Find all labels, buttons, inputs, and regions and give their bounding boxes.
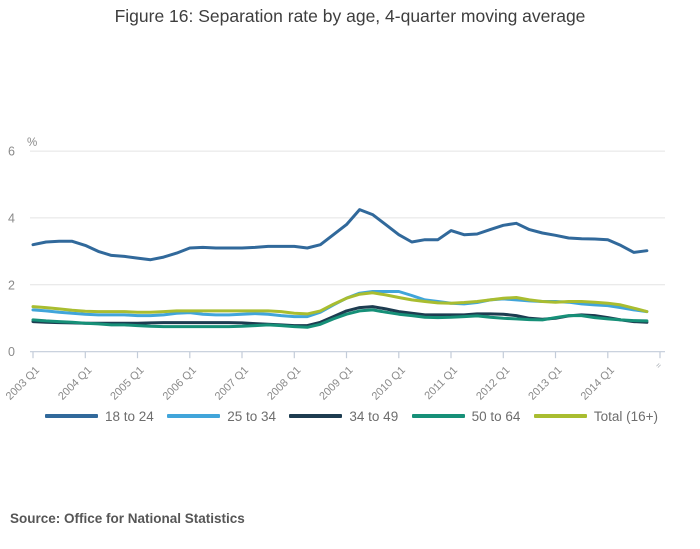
- legend-swatch-25-to-34: [167, 414, 221, 418]
- legend-label: 25 to 34: [227, 408, 276, 424]
- y-tick-label: 6: [8, 145, 15, 159]
- x-tick-label: 2013 Q1: [526, 364, 564, 402]
- y-tick-label: 2: [8, 278, 15, 292]
- chart-title: Figure 16: Separation rate by age, 4-qua…: [114, 6, 586, 26]
- legend-label: Total (16+): [593, 408, 658, 424]
- x-tick-label: 2006 Q1: [161, 364, 199, 402]
- x-axis-end-marker: =: [654, 361, 664, 371]
- y-tick-label: 0: [8, 345, 15, 359]
- legend-swatch-34-to-49: [289, 414, 343, 418]
- legend-label: 18 to 24: [105, 408, 154, 424]
- series-line-18-to-24: [31, 208, 649, 262]
- y-axis-unit-label: %: [27, 137, 37, 149]
- legend-item-total-16[interactable]: Total (16+): [533, 408, 658, 424]
- x-tick-label: 2004 Q1: [56, 364, 94, 402]
- source-note: Source: Office for National Statistics: [10, 511, 245, 526]
- legend-item-34-to-49[interactable]: 34 to 49: [289, 409, 398, 424]
- x-tick-label: 2007 Q1: [213, 364, 251, 402]
- x-tick-label: 2011 Q1: [422, 364, 460, 402]
- x-tick-label: 2008 Q1: [265, 364, 303, 402]
- y-tick-label: 4: [8, 211, 15, 225]
- legend-swatch-total-16: [533, 414, 587, 418]
- x-tick-label: 2010 Q1: [370, 364, 408, 402]
- series-line-50-to-64: [31, 308, 649, 329]
- legend-swatch-50-to-64: [411, 414, 465, 418]
- legend: 18 to 24 25 to 34 34 to 49 50 to 64 Total (1…: [45, 403, 658, 429]
- legend-item-25-to-34[interactable]: 25 to 34: [167, 409, 276, 424]
- legend-item-18-to-24[interactable]: 18 to 24: [45, 409, 154, 424]
- x-tick-label: 2005 Q1: [108, 364, 146, 402]
- series-line-total-16: [31, 291, 649, 316]
- x-tick-label: 2014 Q1: [579, 364, 617, 402]
- plot-area: 0 2 4 6% 2003 Q1 2004 Q1 2005 Q1 2006 Q1 2007 Q1…: [0, 130, 700, 405]
- x-tick-label: 2012 Q1: [474, 364, 512, 402]
- legend-label: 34 to 49: [349, 408, 399, 424]
- legend-swatch-18-to-24: [45, 414, 98, 418]
- legend-label: 50 to 64: [471, 408, 521, 424]
- legend-item-50-to-64[interactable]: 50 to 64: [411, 408, 521, 424]
- x-tick-label: 2009 Q1: [317, 364, 355, 402]
- x-tick-label: 2003 Q1: [4, 364, 42, 402]
